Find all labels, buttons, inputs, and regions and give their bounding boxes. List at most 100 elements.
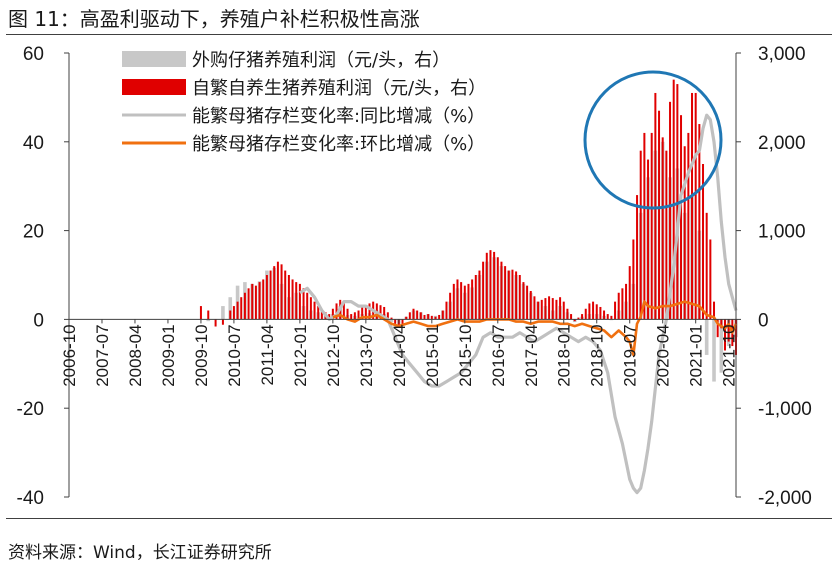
x-axis-tick-label: 2011-04	[258, 324, 277, 385]
self-profit-bar	[599, 306, 602, 320]
self-profit-bar	[537, 301, 540, 320]
purchased-profit-bar	[228, 297, 233, 320]
mom-change-line	[332, 300, 738, 357]
source-note: 资料来源：Wind，长江证券研究所	[8, 543, 272, 563]
self-profit-bar	[364, 305, 367, 320]
self-profit-bar	[515, 271, 518, 320]
self-profit-bar	[317, 306, 320, 320]
self-profit-bar	[445, 301, 448, 320]
self-profit-bar	[328, 314, 331, 320]
self-profit-bar	[511, 269, 514, 320]
self-profit-bar	[251, 283, 254, 320]
x-axis-tick-label: 2021-10	[720, 324, 739, 386]
legend-label: 能繁母猪存栏变化率:环比增减（%）	[192, 134, 485, 155]
right-axis-tick-label: 1,000	[758, 222, 806, 243]
x-axis-tick-label: 2018-01	[555, 324, 574, 386]
legend-swatch	[122, 79, 186, 95]
self-profit-bar	[342, 301, 345, 320]
self-profit-bar	[386, 312, 389, 320]
self-profit-bar	[720, 319, 723, 329]
self-profit-bar	[401, 319, 404, 325]
self-profit-bar	[566, 308, 569, 320]
x-axis-tick-label: 2015-01	[423, 324, 442, 386]
self-profit-bar	[522, 282, 525, 320]
self-profit-bar	[548, 296, 551, 320]
self-profit-bar	[412, 308, 415, 320]
x-axis-tick-label: 2008-04	[126, 324, 145, 386]
self-profit-bar	[295, 282, 298, 320]
self-profit-bar	[691, 92, 694, 320]
legend: 外购仔猪养殖利润（元/头，右） 自繁自养生猪养殖利润（元/头，右） 能繁母猪存栏变化…	[122, 49, 486, 155]
purchased-profit-bar	[389, 319, 394, 323]
left-axis-tick-label: 0	[33, 310, 44, 331]
self-profit-bar	[236, 301, 239, 320]
self-profit-bar	[544, 298, 547, 320]
left-axis-tick-label: 20	[23, 222, 44, 243]
self-profit-bar	[713, 301, 716, 320]
self-profit-bar	[434, 316, 437, 320]
self-profit-bar	[658, 110, 661, 320]
self-profit-bar	[639, 150, 642, 320]
self-profit-bar	[559, 297, 562, 320]
self-profit-bar	[643, 132, 646, 320]
self-profit-bar	[716, 319, 719, 338]
self-profit-bar	[467, 283, 470, 320]
x-axis-tick-label: 2019-07	[621, 324, 640, 386]
self-profit-bar	[573, 319, 576, 322]
self-profit-bar	[254, 285, 257, 320]
self-profit-bar	[306, 292, 309, 320]
self-profit-bar	[683, 146, 686, 320]
self-profit-bar	[504, 266, 507, 320]
self-profit-bar	[489, 250, 492, 320]
x-axis-tick-label: 2012-01	[291, 324, 310, 386]
x-axis-tick-label: 2009-10	[192, 324, 211, 386]
right-axis-tick-label: 0	[758, 310, 769, 331]
self-profit-bar	[628, 266, 631, 320]
right-axis-tick-label: -2,000	[758, 488, 812, 509]
self-profit-bar	[240, 297, 243, 320]
self-profit-bar	[614, 301, 617, 320]
x-axis-tick-label: 2012-10	[324, 324, 343, 386]
self-profit-bar	[606, 314, 609, 320]
x-axis-tick-label: 2014-04	[390, 324, 409, 386]
x-axis-tick-label: 2013-07	[357, 324, 376, 386]
self-profit-bar	[361, 306, 364, 320]
self-profit-bar	[647, 159, 650, 320]
self-profit-bar	[284, 270, 287, 320]
self-profit-bar	[507, 270, 510, 320]
self-profit-bar	[460, 282, 463, 320]
self-profit-bar	[419, 312, 422, 320]
self-profit-bar	[661, 137, 664, 320]
self-profit-bar	[584, 308, 587, 320]
self-profit-bar	[262, 279, 265, 320]
self-profit-bar	[570, 314, 573, 320]
self-profit-bar	[533, 296, 536, 320]
self-profit-bar	[526, 285, 529, 320]
left-axis-tick-label: -20	[17, 399, 44, 420]
x-axis-tick-label: 2016-07	[489, 324, 508, 386]
self-profit-bar	[540, 299, 543, 320]
self-profit-bar	[669, 101, 672, 320]
self-profit-bar	[379, 305, 382, 320]
self-profit-bar	[478, 270, 481, 320]
self-profit-bar	[423, 314, 426, 320]
self-profit-bar	[357, 310, 360, 320]
self-profit-bar	[529, 290, 532, 320]
x-axis-tick-label: 2006-10	[60, 324, 79, 386]
self-profit-bar	[199, 306, 202, 320]
self-profit-bar	[207, 310, 210, 320]
purchased-profit-bar	[704, 319, 709, 355]
self-profit-bar	[394, 319, 397, 324]
self-profit-bar	[672, 79, 675, 320]
self-profit-bar	[595, 304, 598, 320]
self-profit-bar	[621, 288, 624, 320]
right-axis-tick-label: 3,000	[758, 44, 806, 65]
self-profit-bar	[335, 303, 338, 320]
self-profit-bar	[416, 310, 419, 320]
self-profit-bar	[636, 195, 639, 320]
self-profit-bar	[665, 150, 668, 320]
right-axis-tick-label: 2,000	[758, 133, 806, 154]
self-profit-bar	[247, 288, 250, 320]
self-profit-bar	[353, 312, 356, 320]
